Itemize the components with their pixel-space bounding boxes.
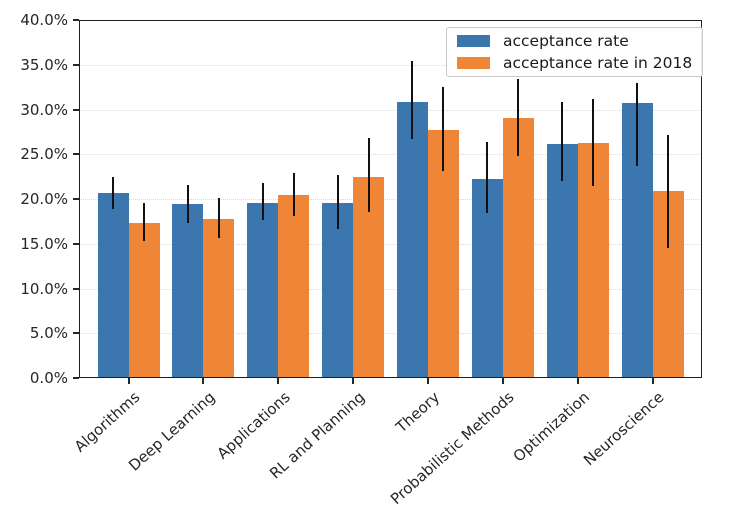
y-tick-mark (73, 63, 79, 66)
legend-entry-acceptance-rate-2018: acceptance rate in 2018 (457, 54, 702, 73)
x-tick-label: Theory (392, 388, 443, 437)
y-tick-label: 40.0% (20, 11, 68, 29)
bar-acceptance-rate (396, 102, 428, 378)
error-bar (367, 138, 370, 212)
bar-acceptance-rate (247, 202, 279, 378)
x-tick-label: Applications (213, 388, 294, 463)
error-bar (442, 87, 445, 172)
legend-swatch-blue (457, 35, 490, 47)
error-bar (592, 98, 595, 187)
y-tick-label: 15.0% (20, 234, 68, 253)
bar-acceptance-rate-2018 (128, 223, 160, 378)
bar-acceptance-rate-2018 (278, 195, 310, 378)
y-tick-mark (73, 108, 79, 111)
bar-acceptance-rate (172, 204, 204, 378)
error-bar (486, 141, 489, 214)
x-tick-mark (352, 378, 355, 384)
error-bar (636, 82, 638, 166)
bar-acceptance-rate-2018 (502, 117, 534, 378)
bar-acceptance-rate-2018 (427, 130, 459, 378)
y-tick-label: 10.0% (20, 279, 68, 298)
x-tick-label: Probabilistic Methods (387, 388, 518, 509)
error-bar (667, 135, 669, 249)
bar-acceptance-rate (97, 192, 129, 378)
error-bar (411, 61, 414, 140)
legend-swatch-orange (457, 57, 490, 69)
bar-acceptance-rate-2018 (203, 218, 235, 378)
y-tick-mark (73, 242, 79, 245)
y-gridline (81, 288, 700, 290)
error-bar (336, 174, 339, 230)
x-tick-mark (651, 378, 654, 384)
y-tick-mark (73, 332, 79, 335)
y-gridline (81, 199, 700, 200)
x-tick-label: Algorithms (71, 388, 144, 456)
legend-entry-acceptance-rate: acceptance rate (457, 32, 702, 51)
legend: acceptance rate acceptance rate in 2018 (446, 27, 703, 77)
y-gridline (81, 333, 700, 335)
x-tick-mark (426, 378, 429, 384)
y-gridline (81, 64, 700, 66)
y-gridline (81, 154, 700, 156)
x-tick-mark (501, 378, 504, 384)
error-bar (143, 202, 145, 242)
y-tick-mark (73, 287, 79, 290)
y-gridline (81, 109, 700, 111)
bar-acceptance-rate (322, 203, 354, 378)
error-bar (292, 173, 295, 216)
x-tick-label: Neuroscience (580, 388, 668, 470)
error-bar (217, 198, 220, 239)
y-tick-label: 25.0% (20, 145, 68, 164)
y-tick-label: 0.0% (29, 369, 68, 387)
y-tick-mark (73, 153, 79, 156)
y-tick-label: 20.0% (20, 190, 68, 208)
y-tick-mark (73, 19, 79, 21)
y-gridline (81, 243, 700, 245)
x-tick-mark (127, 378, 130, 384)
y-tick-mark (73, 198, 79, 200)
y-tick-label: 5.0% (29, 324, 68, 343)
legend-label-acceptance-rate-2018: acceptance rate in 2018 (503, 53, 693, 72)
y-tick-label: 30.0% (20, 100, 68, 119)
error-bar (517, 79, 520, 157)
error-bar (112, 176, 114, 209)
y-tick-mark (73, 377, 79, 379)
legend-label-acceptance-rate: acceptance rate (503, 31, 629, 50)
bar-acceptance-rate (546, 143, 578, 378)
x-tick-mark (576, 378, 579, 384)
error-bar (186, 184, 189, 224)
error-bar (261, 182, 264, 221)
x-tick-mark (202, 378, 205, 384)
y-tick-label: 35.0% (20, 55, 68, 74)
x-tick-mark (277, 378, 280, 384)
error-bar (561, 102, 564, 182)
